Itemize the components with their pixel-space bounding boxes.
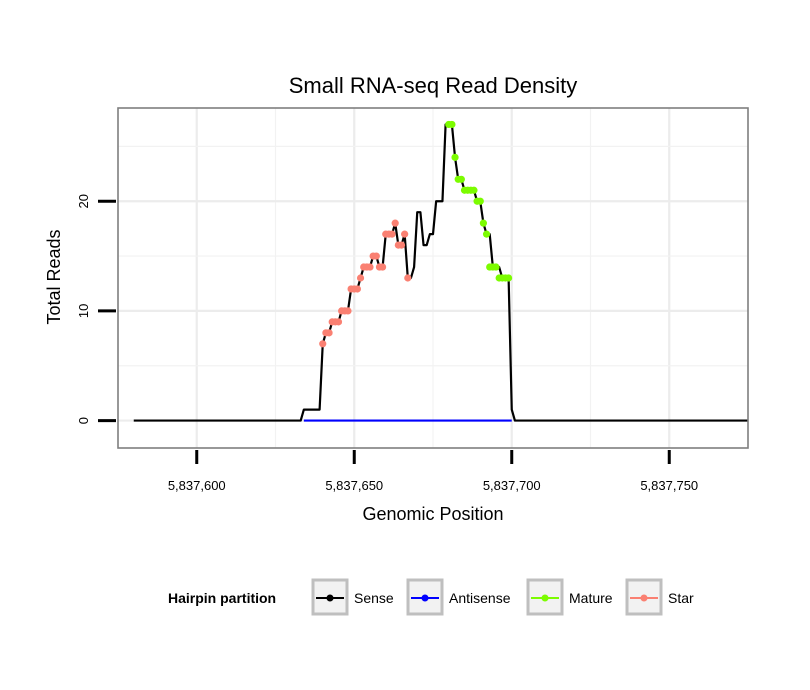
data-point-mature bbox=[457, 175, 465, 183]
data-point-star bbox=[319, 340, 327, 348]
data-point-star bbox=[366, 263, 374, 271]
legend-label: Sense bbox=[354, 590, 394, 606]
legend-key-point bbox=[640, 594, 648, 602]
gridlines bbox=[117, 108, 749, 448]
x-tick-label: 5,837,750 bbox=[640, 478, 698, 493]
data-point-mature bbox=[479, 219, 487, 227]
data-point-mature bbox=[451, 153, 459, 161]
legend-title: Hairpin partition bbox=[168, 590, 276, 606]
data-point-star bbox=[379, 263, 387, 271]
data-point-star bbox=[334, 318, 343, 326]
y-axis: 0 10 20 bbox=[76, 194, 116, 424]
data-point-star bbox=[401, 230, 409, 238]
x-axis-title: Genomic Position bbox=[362, 504, 503, 524]
y-tick-label: 20 bbox=[76, 194, 91, 208]
x-tick-label: 5,837,650 bbox=[325, 478, 383, 493]
data-point-star bbox=[388, 230, 396, 238]
data-point-mature bbox=[482, 230, 491, 238]
legend-item-antisense: Antisense bbox=[406, 578, 511, 616]
y-axis-title: Total Reads bbox=[44, 229, 64, 324]
legend-item-mature: Mature bbox=[526, 578, 613, 616]
legend-key-point bbox=[541, 594, 549, 602]
legend-label: Antisense bbox=[449, 590, 511, 606]
legend-key-point bbox=[326, 594, 334, 602]
data-point-star bbox=[356, 274, 365, 282]
data-point-star bbox=[391, 219, 399, 227]
data-point-mature bbox=[448, 120, 456, 129]
series-layer bbox=[133, 120, 748, 422]
data-point-mature bbox=[505, 274, 513, 282]
data-point-star bbox=[325, 329, 333, 337]
data-point-mature bbox=[476, 197, 484, 205]
y-tick-label: 0 bbox=[76, 417, 91, 424]
chart-title: Small RNA-seq Read Density bbox=[289, 73, 578, 98]
x-tick-label: 5,837,600 bbox=[168, 478, 226, 493]
data-point-star bbox=[344, 307, 352, 315]
y-tick-label: 10 bbox=[76, 304, 91, 318]
legend-label: Mature bbox=[569, 590, 613, 606]
data-point-mature bbox=[492, 263, 500, 271]
plot-border bbox=[117, 107, 749, 449]
x-axis: 5,837,600 5,837,650 5,837,700 5,837,750 bbox=[168, 450, 698, 493]
data-point-star bbox=[353, 285, 361, 293]
legend-item-sense: Sense bbox=[311, 578, 394, 616]
legend: Hairpin partition Sense Antisense Mature St… bbox=[168, 578, 694, 616]
data-point-star bbox=[397, 241, 406, 249]
legend-key-point bbox=[421, 594, 429, 602]
legend-label: Star bbox=[668, 590, 694, 606]
legend-item-star: Star bbox=[625, 578, 694, 616]
x-tick-label: 5,837,700 bbox=[483, 478, 541, 493]
data-point-mature bbox=[470, 186, 478, 194]
data-point-star bbox=[372, 252, 380, 260]
plot-panel bbox=[117, 107, 749, 449]
data-point-star bbox=[404, 274, 412, 282]
